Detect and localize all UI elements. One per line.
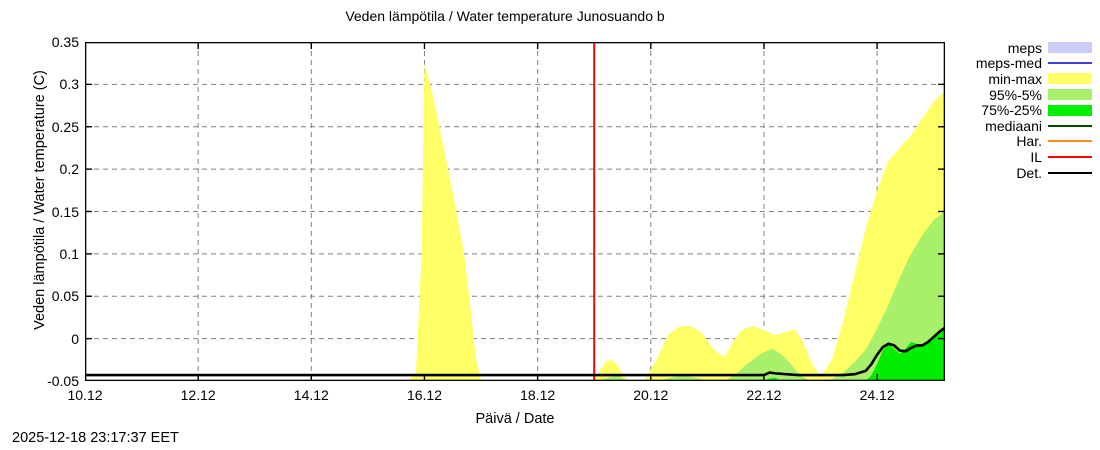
series-band-min-max <box>85 63 945 381</box>
y-tick-label: 0.3 <box>59 76 79 93</box>
legend-swatch-har--icon <box>1048 135 1092 147</box>
x-tick-label: 22.12 <box>746 387 782 403</box>
plot-area <box>85 42 945 381</box>
y-tick-label: 0.05 <box>51 288 79 305</box>
legend-swatch-95-5--icon <box>1048 89 1092 101</box>
legend-item: Det. <box>960 165 1092 181</box>
legend-item: mediaani <box>960 118 1092 134</box>
legend-swatch-il-icon <box>1048 151 1092 163</box>
y-tick-label: 0.15 <box>51 203 79 220</box>
legend-item: min-max <box>960 71 1092 87</box>
y-tick-label: -0.05 <box>47 373 79 389</box>
legend-item-label: IL <box>1030 148 1042 165</box>
x-tick-label: 10.12 <box>67 387 103 403</box>
y-tick-label: 0.2 <box>59 161 79 178</box>
legend-swatch-det--icon <box>1048 167 1092 179</box>
legend-swatch-min-max-icon <box>1048 73 1092 85</box>
legend-item-label: 75%-25% <box>981 102 1042 119</box>
y-tick-label: 0.25 <box>51 118 79 135</box>
series-band-75-25- <box>763 327 945 381</box>
legend-item-label: 95%-5% <box>989 86 1042 103</box>
series-line-det- <box>85 326 945 377</box>
legend-item: IL <box>960 149 1092 165</box>
x-axis-label: Päivä / Date <box>475 411 555 427</box>
legend-item-label: Det. <box>1016 164 1042 181</box>
plot-svg <box>85 42 945 381</box>
x-tick-label: 14.12 <box>293 387 329 403</box>
x-tick-label: 12.12 <box>180 387 216 403</box>
legend-swatch-meps-icon <box>1048 42 1092 54</box>
legend-item: 75%-25% <box>960 102 1092 118</box>
legend-item-label: min-max <box>988 70 1042 87</box>
legend: meps meps-med min-max 95%-5% 75%-25% mediaani… <box>960 40 1092 180</box>
x-tick-label: 16.12 <box>406 387 442 403</box>
legend-swatch-mediaani-icon <box>1048 120 1092 132</box>
x-tick-label: 24.12 <box>859 387 895 403</box>
legend-item: meps-med <box>960 56 1092 72</box>
x-tick-label: 18.12 <box>520 387 556 403</box>
legend-swatch-meps-med-icon <box>1048 57 1092 69</box>
legend-item: meps <box>960 40 1092 56</box>
legend-item: 95%-5% <box>960 87 1092 103</box>
page-title: Veden lämpötila / Water temperature Juno… <box>345 8 665 24</box>
legend-item-label: mediaani <box>985 117 1042 134</box>
legend-item-label: meps <box>1007 39 1042 56</box>
legend-item-label: meps-med <box>975 55 1042 72</box>
legend-item-label: Har. <box>1016 133 1042 150</box>
x-tick-label: 20.12 <box>633 387 669 403</box>
y-tick-label: 0 <box>71 330 79 347</box>
timestamp-label: 2025-12-18 23:17:37 EET <box>12 430 179 446</box>
y-axis-tick-labels: -0.05 0 0.05 0.1 0.15 0.2 0.25 0.3 0.35 <box>0 0 79 450</box>
legend-item: Har. <box>960 134 1092 150</box>
legend-swatch-75-25--icon <box>1048 104 1092 116</box>
y-tick-label: 0.1 <box>59 245 79 262</box>
y-tick-label: 0.35 <box>51 34 79 50</box>
